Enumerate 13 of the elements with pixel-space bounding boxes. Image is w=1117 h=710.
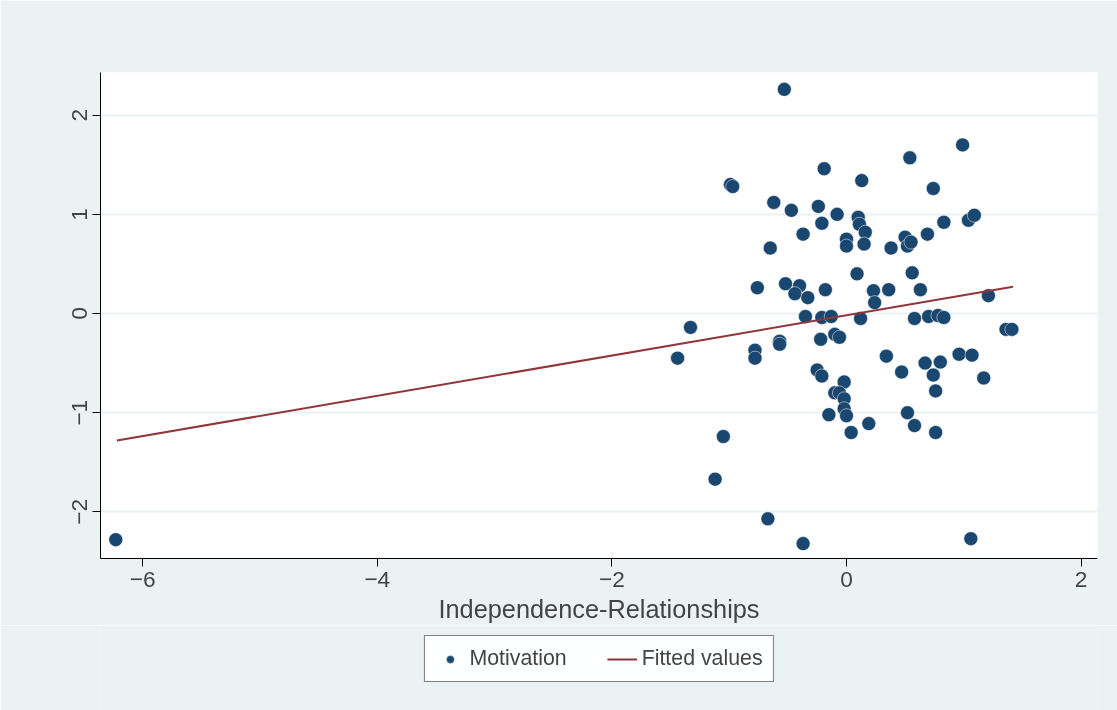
x-tick-label: −2 (598, 565, 625, 592)
x-tick-label: −6 (129, 565, 156, 592)
x-tick-label: 0 (840, 565, 853, 592)
y-tick-label: 0 (66, 307, 93, 320)
legend-label: Fitted values (641, 646, 763, 671)
x-tick-label: 2 (1074, 565, 1088, 592)
y-tick-label: 2 (66, 108, 93, 122)
x-axis-title: Independence-Relationships (438, 594, 760, 623)
y-tick-label: −1 (66, 399, 93, 426)
legend-label: Motivation (469, 646, 567, 671)
x-tick-label: −4 (364, 565, 391, 592)
y-tick-label: −2 (66, 498, 93, 525)
y-tick-label: 1 (66, 208, 93, 221)
